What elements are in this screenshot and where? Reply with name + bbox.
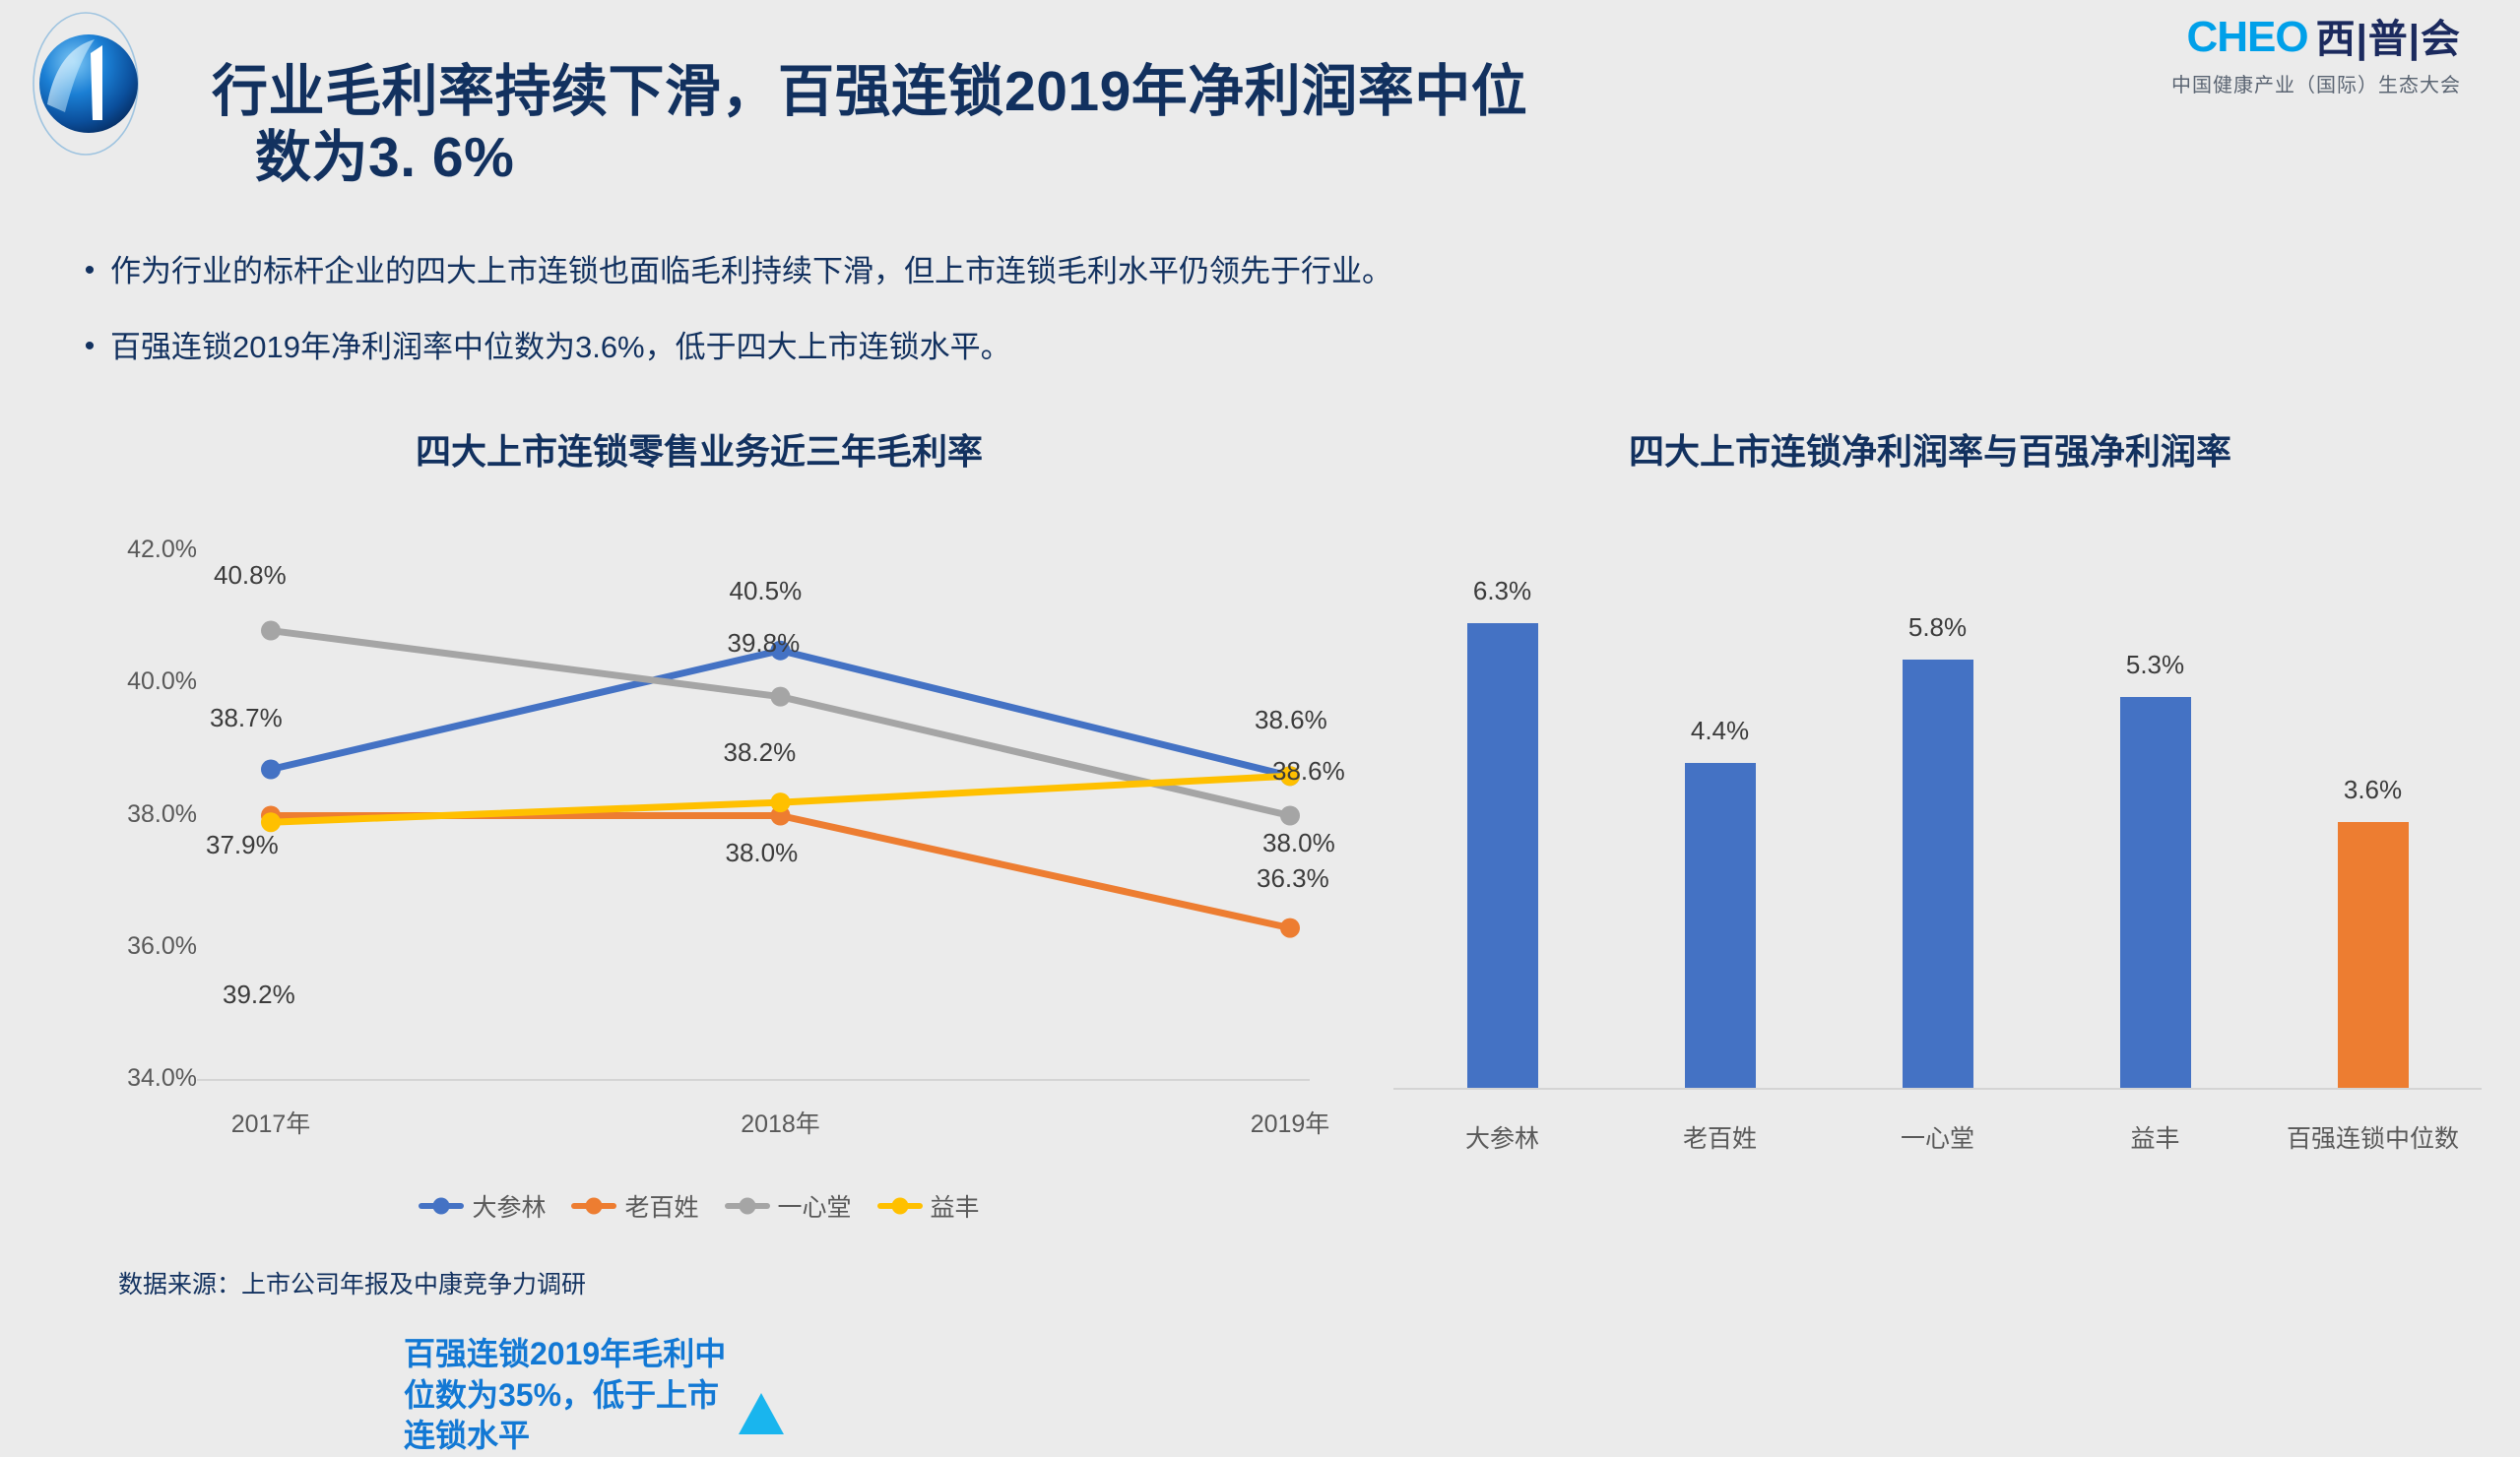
page-title: 行业毛利率持续下滑，百强连锁2019年净利润率中位 数为3. 6% [212,59,1827,192]
data-label: 38.2% [723,737,797,768]
bar-value-label: 3.6% [2343,775,2403,804]
bar-value-label: 6.3% [1472,575,1532,605]
logo-latin-mark: CHEO [2186,13,2308,61]
legend-label: 大参林 [472,1194,547,1222]
bar-value-label: 5.3% [2125,649,2185,679]
bullet-text: 作为行业的标杆企业的四大上市连锁也面临毛利持续下滑，但上市连锁毛利水平仍领先于行… [110,254,1392,288]
bar-chart-net-margin: 四大上市连锁净利润率与百强净利润率 6.3% 大参林 4.4% 老百姓 5.8% 一心堂 5… [1359,423,2501,1153]
legend-marker-icon [571,1203,617,1209]
source-note: 数据来源：上市公司年报及中康竞争力调研 [118,1271,587,1299]
bar-一心堂[interactable] [1902,660,1973,1088]
data-point [261,759,281,780]
triangle-up-icon [739,1393,784,1434]
list-item: • 作为行业的标杆企业的四大上市连锁也面临毛利持续下滑，但上市连锁毛利水平仍领先… [69,251,2334,292]
chart-legend-left: 大参林 老百姓 一心堂 益丰 [59,1188,1339,1224]
bullet-marker-icon: • [84,254,96,286]
data-label: 40.5% [729,575,803,605]
legend-label: 一心堂 [777,1194,852,1222]
line-series-老百姓 [267,812,1294,932]
chart-title-left: 四大上市连锁零售业务近三年毛利率 [415,431,983,472]
data-point [770,640,791,661]
data-label: 38.7% [210,702,283,732]
legend-item-老百姓[interactable]: 老百姓 [571,1188,699,1224]
bar-老百姓[interactable] [1684,763,1756,1088]
data-label: 40.8% [214,559,287,590]
data-point [261,812,281,833]
bar-益丰[interactable] [2119,696,2191,1088]
legend-item-益丰[interactable]: 益丰 [876,1188,980,1224]
bar-value-label: 5.8% [1907,612,1968,642]
x-axis-tick-label: 2018年 [741,1110,820,1138]
legend-label: 老百姓 [624,1194,699,1222]
line-chart-canvas [197,620,1310,1081]
logo-chinese-mark: 西|普|会 [2315,18,2461,61]
x-axis-tick-label: 2019年 [1250,1110,1330,1138]
section-number-badge: 1 [22,10,150,158]
bar-大参林[interactable] [1466,622,1538,1088]
y-axis-tick-label: 38.0% [127,799,197,828]
legend-marker-icon [876,1203,923,1209]
data-label: 38.6% [1255,705,1327,735]
list-item: • 百强连锁2019年净利润率中位数为3.6%，低于四大上市连锁水平。 [69,327,2334,368]
x-axis-tick-label: 老百姓 [1682,1125,1757,1153]
x-axis-tick-label: 百强连锁中位数 [2286,1125,2459,1153]
page-title-line-1: 行业毛利率持续下滑，百强连锁2019年净利润率中位 [212,60,1528,124]
data-label: 36.3% [1257,862,1329,893]
y-axis-tick-label: 42.0% [127,536,197,563]
y-axis-tick-label: 34.0% [127,1064,197,1092]
data-label: 39.8% [727,627,801,658]
legend-item-大参林[interactable]: 大参林 [419,1188,546,1224]
x-axis-tick-label: 大参林 [1464,1125,1539,1153]
legend-label: 益丰 [930,1194,980,1222]
data-label: 38.0% [1262,827,1335,857]
bar-百强连锁中位数[interactable] [2337,822,2409,1088]
data-point [770,686,791,707]
page-title-line-2: 数为3. 6% [255,126,515,190]
slide-root: 1 行业毛利率持续下滑，百强连锁2019年净利润率中位 数为3. 6% CHEO… [0,0,2520,1418]
callout-text: 百强连锁2019年毛利中位数为35%，低于上市连锁水平 [404,1336,727,1454]
badge-number: 1 [22,10,31,14]
line-chart-gross-margin: 四大上市连锁零售业务近三年毛利率 42.0% 40.0% 38.0% 36.0% 34.… [59,423,1345,1453]
data-point [261,620,281,641]
legend-marker-icon [419,1203,465,1209]
data-label: 38.6% [1272,756,1345,787]
legend-item-一心堂[interactable]: 一心堂 [724,1188,852,1224]
x-axis-tick-label: 2017年 [230,1110,311,1138]
bar-chart-baseline [1393,1088,2482,1090]
x-axis-tick-label: 一心堂 [1900,1125,1974,1153]
y-axis-tick-label: 36.0% [127,931,197,960]
logo-subtitle: 中国健康产业（国际）生态大会 [2171,75,2461,96]
bullet-list: • 作为行业的标杆企业的四大上市连锁也面临毛利持续下滑，但上市连锁毛利水平仍领先… [69,251,2334,403]
data-point [1280,805,1300,826]
x-axis-tick-label: 益丰 [2130,1125,2180,1153]
data-label-extra: 39.2% [223,980,295,1009]
bar-value-label: 4.4% [1690,716,1750,745]
data-label: 37.9% [206,830,279,860]
data-point [1280,918,1300,938]
data-point [770,792,791,813]
chart-title-right: 四大上市连锁净利润率与百强净利润率 [1628,431,2231,472]
y-axis-tick-label: 40.0% [127,667,197,696]
data-point [1280,766,1300,787]
cheo-logo: CHEO 西|普|会 中国健康产业（国际）生态大会 [2067,16,2461,97]
legend-marker-icon [724,1203,770,1209]
data-label: 38.0% [725,837,799,867]
bullet-marker-icon: • [84,329,96,362]
bullet-text: 百强连锁2019年净利润率中位数为3.6%，低于四大上市连锁水平。 [110,329,1011,364]
